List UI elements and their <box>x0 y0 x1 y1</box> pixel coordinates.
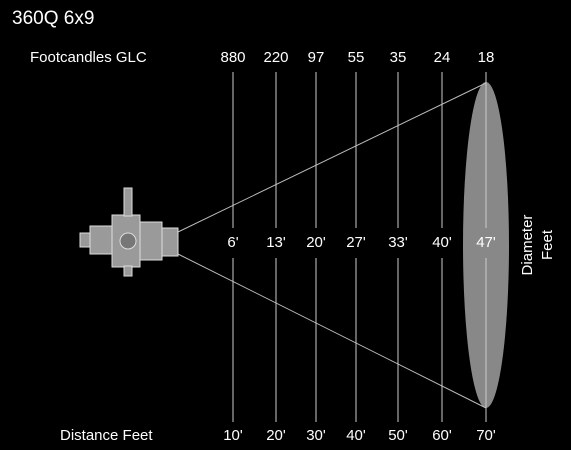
diameter-value: 20' <box>306 234 326 251</box>
diameter-value: 33' <box>388 234 408 251</box>
footcandles-label: Footcandles GLC <box>30 49 147 66</box>
diameter-value: 47' <box>476 234 496 251</box>
beam-ellipse <box>463 82 509 408</box>
diameter-value: 6' <box>227 234 238 251</box>
distance-value: 10' <box>223 427 243 444</box>
distance-value: 40' <box>346 427 366 444</box>
distance-label: Distance Feet <box>60 427 153 444</box>
title: 360Q 6x9 <box>12 8 94 29</box>
diameter-axis-label: Diameter <box>519 215 536 276</box>
distance-value: 50' <box>388 427 408 444</box>
distance-value: 20' <box>266 427 286 444</box>
distance-value: 30' <box>306 427 326 444</box>
footcandle-value: 35 <box>390 49 407 66</box>
diameter-axis-label: Feet <box>539 229 556 260</box>
beam-edge <box>177 82 487 233</box>
beam-edge <box>177 253 487 409</box>
footcandle-value: 97 <box>308 49 325 66</box>
footcandle-value: 880 <box>220 49 245 66</box>
distance-value: 70' <box>476 427 496 444</box>
footcandle-value: 24 <box>434 49 451 66</box>
diameter-value: 27' <box>346 234 366 251</box>
footcandle-value: 18 <box>478 49 495 66</box>
diameter-value: 40' <box>432 234 452 251</box>
footcandle-value: 220 <box>263 49 288 66</box>
fixture <box>79 187 179 277</box>
footcandle-value: 55 <box>348 49 365 66</box>
distance-value: 60' <box>432 427 452 444</box>
diameter-value: 13' <box>266 234 286 251</box>
